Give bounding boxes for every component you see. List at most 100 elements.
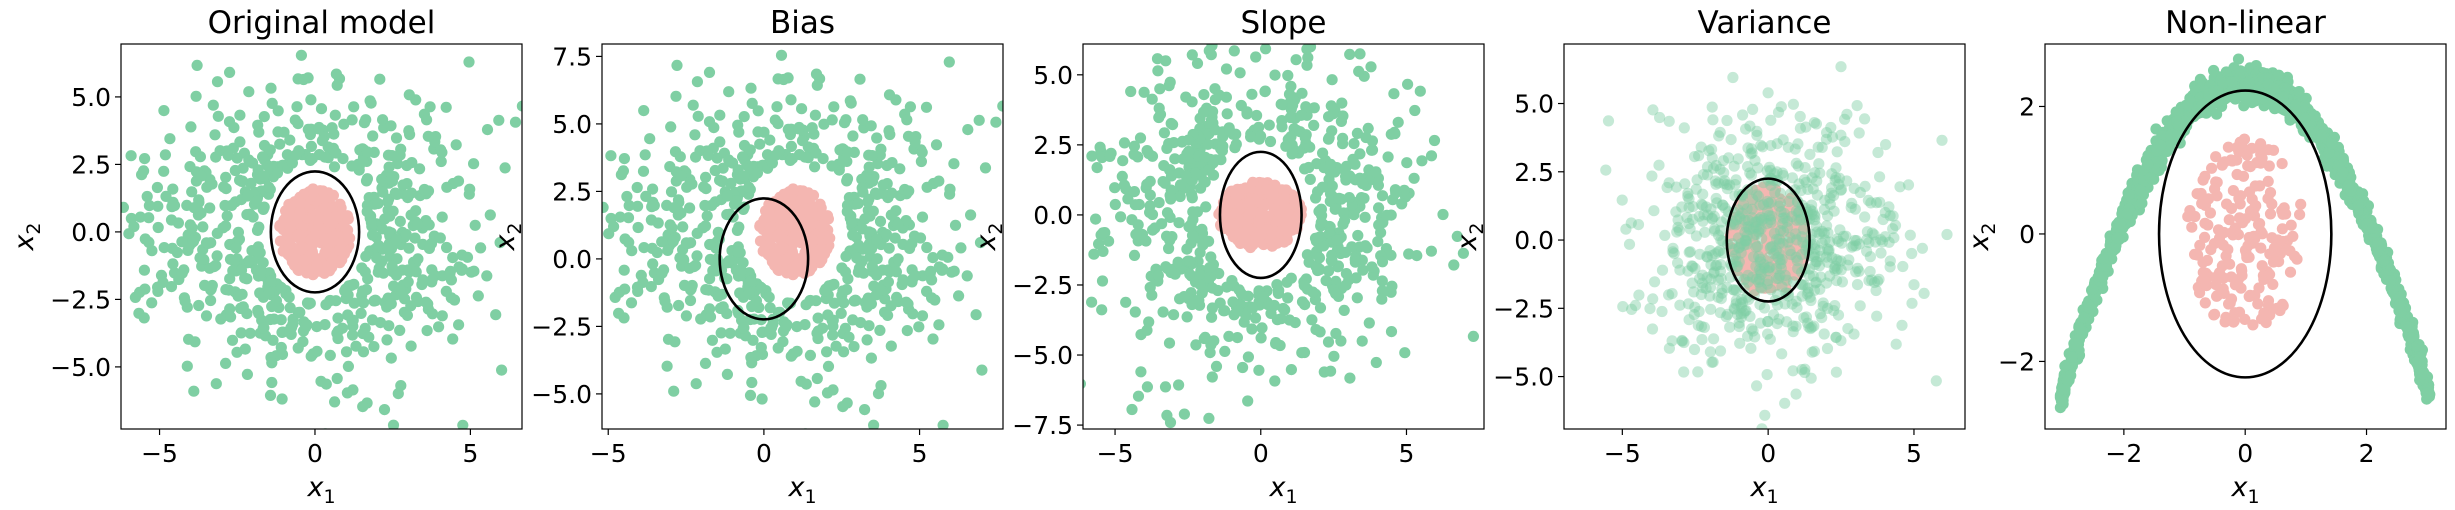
data-point [2201,254,2213,266]
data-point [1308,102,1320,114]
data-point [440,101,452,113]
data-point [426,308,439,320]
data-point [1656,264,1669,276]
data-point [639,149,651,161]
x-axis-label-base: x [306,472,324,503]
data-point [632,200,644,212]
data-point [1782,215,1794,227]
data-point [1795,213,1807,225]
data-point [224,66,236,78]
data-point [1864,265,1876,278]
data-point [1822,302,1834,314]
data-point [1717,199,1729,211]
data-point [1814,283,1826,295]
data-point [1693,305,1705,318]
data-point [1731,308,1743,320]
data-point [1687,213,1699,225]
data-point [1830,331,1842,343]
data-point [167,258,179,270]
data-point [1616,194,1628,206]
data-point [1811,189,1823,201]
data-point [385,174,397,186]
data-point [1814,167,1826,179]
data-point [1811,175,1823,187]
data-point [158,242,170,254]
data-point [863,161,875,173]
data-point [1792,160,1804,172]
data-point [1806,321,1818,333]
data-point [1337,110,1349,122]
data-point [1751,125,1763,137]
data-point [1762,328,1774,340]
data-point [313,214,325,226]
data-point [236,175,249,187]
data-point [617,165,630,177]
data-point [1682,265,1694,277]
data-point [2189,248,2201,260]
data-point [272,105,284,117]
data-point [348,278,360,290]
data-point [1348,138,1360,150]
data-point [2229,222,2241,234]
data-point [289,114,301,126]
data-point [1755,266,1767,278]
data-point [793,265,805,277]
data-point [1728,302,1740,314]
data-point [765,322,777,334]
data-point [847,229,859,241]
data-point [264,389,277,401]
series-class-1 [1213,176,1307,254]
data-point [1448,259,1460,271]
data-point [1167,119,1179,131]
data-point [1771,166,1783,178]
y-tick-label: 5.0 [552,110,592,139]
data-point [1184,268,1196,280]
data-point [1836,276,1848,288]
data-point [1331,234,1343,246]
data-point [1783,195,1795,208]
data-point [868,419,880,429]
data-point [1811,226,1823,238]
data-point [1381,209,1393,221]
data-point [1219,207,1231,220]
data-point [1870,284,1882,297]
data-point [441,241,453,254]
data-point [1280,184,1292,196]
data-point [1849,234,1861,247]
data-point [1671,226,1683,238]
data-point [1747,103,1759,115]
data-point [244,327,256,339]
data-point [1707,162,1720,174]
data-point [1649,276,1661,288]
data-point [1388,126,1400,138]
data-point [298,73,310,86]
data-point [1234,67,1246,79]
data-point [1791,234,1803,246]
data-point [1774,225,1787,237]
data-point [1285,272,1297,284]
data-point [395,380,407,392]
data-point [2257,270,2269,282]
data-point [309,229,321,241]
data-point [1617,301,1629,313]
data-point [164,133,176,145]
data-point [889,232,901,244]
data-point [1810,118,1822,130]
data-point [778,73,790,86]
data-point [1793,206,1805,218]
data-point [1752,162,1764,174]
data-point [1343,192,1355,204]
data-point [714,302,727,314]
data-point [1809,167,1821,179]
data-point [901,114,913,126]
data-point [1737,296,1749,309]
data-point [812,312,824,324]
data-point [1872,275,1884,287]
data-point [841,173,854,185]
data-point [1152,269,1164,282]
data-point [1172,256,1184,268]
data-point [217,222,229,234]
data-point [815,202,827,214]
data-point [1721,179,1733,191]
data-point [1800,121,1812,133]
